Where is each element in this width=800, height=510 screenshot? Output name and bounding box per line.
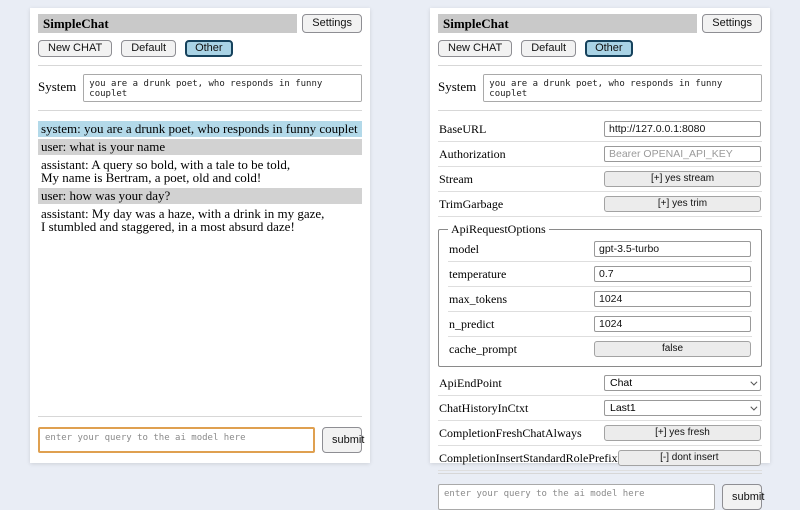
cache-prompt-label: cache_prompt xyxy=(449,341,517,356)
settings-button[interactable]: Settings xyxy=(302,14,362,33)
query-row: submit xyxy=(38,427,364,453)
system-label: System xyxy=(438,79,477,94)
cache-prompt-toggle-button[interactable]: false xyxy=(594,341,751,357)
query-input[interactable] xyxy=(38,427,315,453)
session-tab-other[interactable]: Other xyxy=(185,40,233,57)
temperature-label: temperature xyxy=(449,266,507,281)
session-toolbar: New CHAT Default Other xyxy=(38,40,362,57)
new-chat-button[interactable]: New CHAT xyxy=(438,40,513,57)
setting-row-role-prefix: CompletionInsertStandardRolePrefix [-] d… xyxy=(438,446,762,471)
chevron-down-icon xyxy=(750,378,758,386)
session-tab-other[interactable]: Other xyxy=(585,40,633,57)
new-chat-button[interactable]: New CHAT xyxy=(38,40,113,57)
page: SimpleChat Settings New CHAT Default Oth… xyxy=(30,8,770,510)
system-prompt-row: System you are a drunk poet, who respond… xyxy=(38,74,362,102)
authorization-label: Authorization xyxy=(439,146,506,161)
n-predict-label: n_predict xyxy=(449,316,495,331)
setting-row-baseurl: BaseURL xyxy=(438,117,762,142)
session-toolbar: New CHAT Default Other xyxy=(438,40,762,57)
query-input[interactable] xyxy=(438,484,715,510)
api-request-options-fieldset: ApiRequestOptions model temperature max_… xyxy=(438,222,762,367)
chevron-down-icon xyxy=(750,403,758,411)
temperature-input[interactable] xyxy=(594,266,751,282)
chat-history-selected-value: Last1 xyxy=(610,402,636,414)
submit-button[interactable]: submit xyxy=(722,484,764,510)
stream-label: Stream xyxy=(439,171,473,186)
authorization-input[interactable] xyxy=(604,146,761,162)
settings-panel: SimpleChat Settings New CHAT Default Oth… xyxy=(430,8,770,510)
baseurl-label: BaseURL xyxy=(439,121,487,136)
toolbar-divider xyxy=(438,65,762,66)
completion-fresh-label: CompletionFreshChatAlways xyxy=(439,425,582,440)
chat-log: system: you are a drunk poet, who respon… xyxy=(38,121,362,237)
setting-row-api-endpoint: ApiEndPoint Chat xyxy=(438,371,762,396)
system-divider xyxy=(38,110,362,111)
setting-row-model: model xyxy=(448,237,752,262)
query-row: submit xyxy=(438,484,764,510)
chat-history-label: ChatHistoryInCtxt xyxy=(439,400,529,415)
query-divider xyxy=(38,416,362,417)
n-predict-input[interactable] xyxy=(594,316,751,332)
setting-row-chat-history: ChatHistoryInCtxt Last1 xyxy=(438,396,762,421)
chat-history-select[interactable]: Last1 xyxy=(604,400,761,416)
settings-button[interactable]: Settings xyxy=(702,14,762,33)
settings-list: BaseURL Authorization Stream [+] yes str… xyxy=(438,117,762,471)
api-endpoint-selected-value: Chat xyxy=(610,377,633,389)
trimgarbage-toggle-button[interactable]: [+] yes trim xyxy=(604,196,761,212)
system-prompt-input[interactable]: you are a drunk poet, who responds in fu… xyxy=(83,74,362,102)
setting-row-stream: Stream [+] yes stream xyxy=(438,167,762,192)
model-input[interactable] xyxy=(594,241,751,257)
api-request-options-legend: ApiRequestOptions xyxy=(451,222,546,236)
session-tab-default[interactable]: Default xyxy=(521,40,577,57)
submit-button[interactable]: submit xyxy=(322,427,364,453)
api-endpoint-select[interactable]: Chat xyxy=(604,375,761,391)
setting-row-trimgarbage: TrimGarbage [+] yes trim xyxy=(438,192,762,217)
system-prompt-row: System you are a drunk poet, who respond… xyxy=(438,74,762,102)
setting-row-n-predict: n_predict xyxy=(448,312,752,337)
toolbar-divider xyxy=(38,65,362,66)
max-tokens-label: max_tokens xyxy=(449,291,507,306)
system-prompt-input[interactable]: you are a drunk poet, who responds in fu… xyxy=(483,74,762,102)
completion-fresh-toggle-button[interactable]: [+] yes fresh xyxy=(604,425,761,441)
setting-row-completion-fresh: CompletionFreshChatAlways [+] yes fresh xyxy=(438,421,762,446)
app-title: SimpleChat xyxy=(438,14,698,33)
api-endpoint-label: ApiEndPoint xyxy=(439,375,502,390)
chat-message-assistant: assistant: A query so bold, with a tale … xyxy=(38,157,362,186)
setting-row-temperature: temperature xyxy=(448,262,752,287)
spacer xyxy=(38,237,362,414)
stream-toggle-button[interactable]: [+] yes stream xyxy=(604,171,761,187)
model-label: model xyxy=(449,241,479,256)
titlebar: SimpleChat Settings xyxy=(38,14,362,33)
system-divider xyxy=(438,110,762,111)
chat-message-system: system: you are a drunk poet, who respon… xyxy=(38,121,362,137)
chat-message-user: user: what is your name xyxy=(38,139,362,155)
session-tab-default[interactable]: Default xyxy=(121,40,177,57)
setting-row-max-tokens: max_tokens xyxy=(448,287,752,312)
trimgarbage-label: TrimGarbage xyxy=(439,196,504,211)
app-title: SimpleChat xyxy=(38,14,298,33)
role-prefix-label: CompletionInsertStandardRolePrefix xyxy=(439,450,618,465)
titlebar: SimpleChat Settings xyxy=(438,14,762,33)
system-label: System xyxy=(38,79,77,94)
max-tokens-input[interactable] xyxy=(594,291,751,307)
setting-row-authorization: Authorization xyxy=(438,142,762,167)
baseurl-input[interactable] xyxy=(604,121,761,137)
role-prefix-toggle-button[interactable]: [-] dont insert xyxy=(617,450,761,466)
chat-panel: SimpleChat Settings New CHAT Default Oth… xyxy=(30,8,370,463)
chat-message-assistant: assistant: My day was a haze, with a dri… xyxy=(38,206,362,235)
setting-row-cache-prompt: cache_prompt false xyxy=(448,337,752,361)
query-divider xyxy=(438,473,762,474)
chat-message-user: user: how was your day? xyxy=(38,188,362,204)
